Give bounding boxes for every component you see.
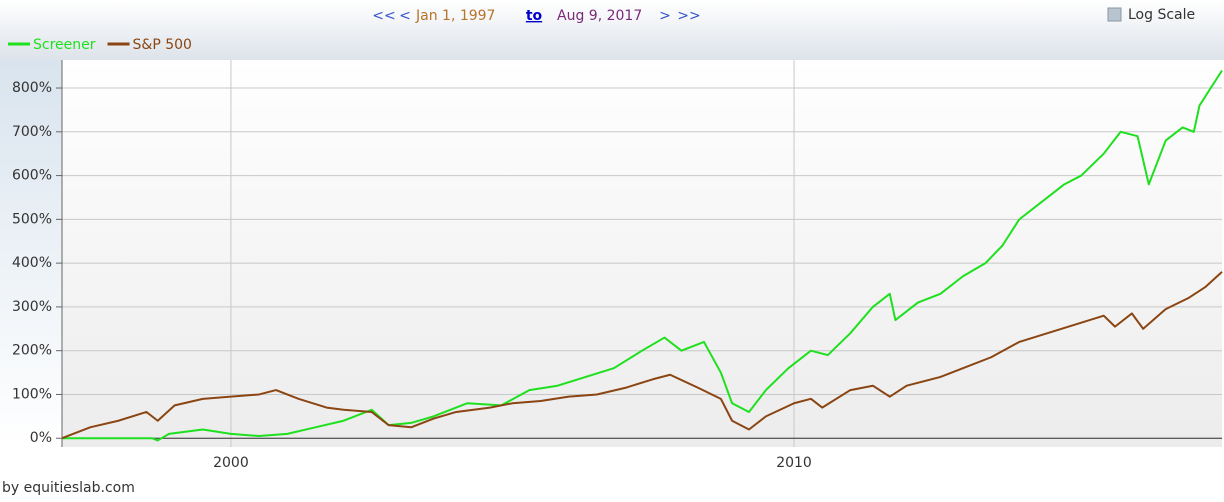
series-line bbox=[62, 69, 1223, 442]
y-tick-label: 700% bbox=[12, 124, 52, 140]
footer: by equitieslab.com bbox=[2, 480, 135, 496]
grid: 0% 100% 200% 300% 400% 500% 600% 700% 800% 2000 20… bbox=[12, 60, 1222, 471]
y-tick-label: 200% bbox=[12, 343, 52, 359]
nav-next[interactable]: > bbox=[659, 8, 671, 24]
toolbar bbox=[0, 0, 1224, 60]
y-tick-label: 100% bbox=[12, 386, 52, 402]
end-date[interactable]: Aug 9, 2017 bbox=[557, 8, 642, 24]
legend-label: S&P 500 bbox=[133, 37, 192, 53]
y-axis-panel bbox=[0, 60, 62, 447]
y-tick-label: 800% bbox=[12, 80, 52, 96]
legend-label: Screener bbox=[33, 37, 96, 53]
lines bbox=[61, 69, 1223, 442]
x-tick-label: 2010 bbox=[776, 455, 812, 471]
x-tick-label: 2000 bbox=[213, 455, 249, 471]
series-line bbox=[61, 271, 1223, 440]
nav-prev[interactable]: < bbox=[399, 8, 411, 24]
nav-last[interactable]: >> bbox=[677, 8, 700, 24]
start-date[interactable]: Jan 1, 1997 bbox=[415, 8, 495, 24]
plot-area bbox=[62, 60, 1222, 447]
legend: Screener S&P 500 bbox=[8, 37, 192, 53]
to-link[interactable]: to bbox=[526, 8, 543, 24]
y-tick-label: 300% bbox=[12, 299, 52, 315]
y-tick-label: 500% bbox=[12, 211, 52, 227]
y-tick-label: 400% bbox=[12, 255, 52, 271]
log-scale-checkbox[interactable] bbox=[1107, 7, 1122, 22]
log-scale-label[interactable]: Log Scale bbox=[1128, 7, 1195, 23]
nav-first[interactable]: << bbox=[372, 8, 395, 24]
y-tick-label: 0% bbox=[30, 430, 52, 446]
y-tick-label: 600% bbox=[12, 168, 52, 184]
